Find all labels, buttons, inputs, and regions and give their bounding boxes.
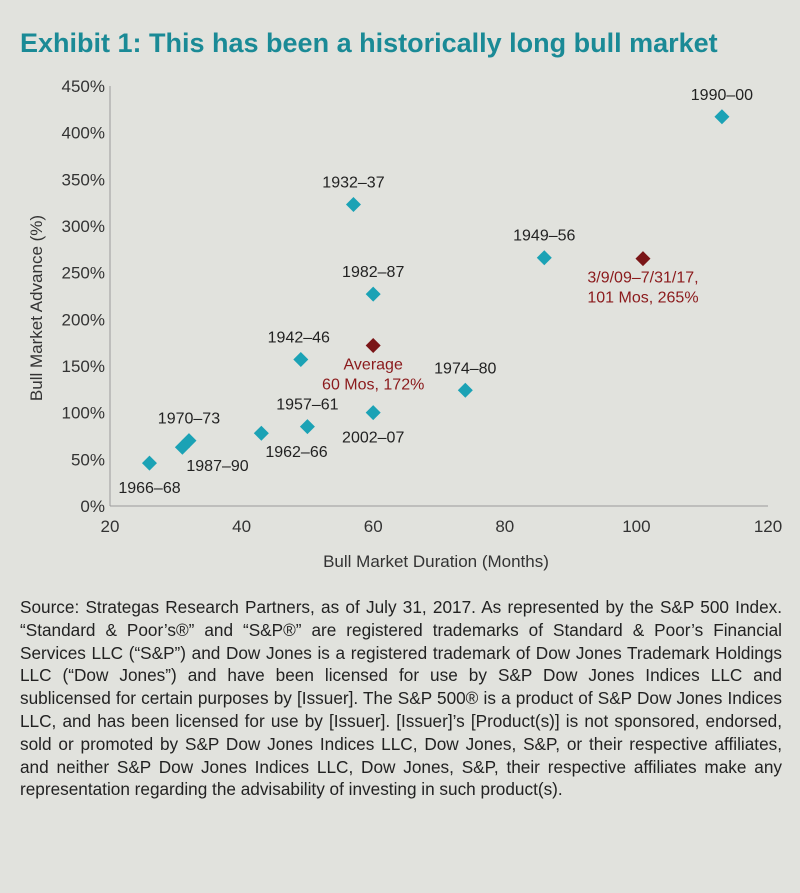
- data-point: [293, 351, 309, 367]
- y-tick-label: 200%: [62, 310, 105, 329]
- y-tick-label: 350%: [62, 170, 105, 189]
- y-tick-label: 450%: [62, 77, 105, 96]
- highlight-point: [635, 251, 651, 267]
- data-point-label: 1974–80: [434, 360, 496, 377]
- chart-marks: 1966–68 1987–90 1970–73 1962–66 1942–46 1957–…: [118, 87, 753, 497]
- x-tick-label: 60: [364, 517, 383, 536]
- source-note: Source: Strategas Research Partners, as …: [20, 596, 782, 801]
- scatter-chart: 0% 50% 100% 150% 200% 250% 300% 350% 400% 450% 20 4…: [27, 77, 783, 571]
- data-point: [365, 405, 381, 421]
- data-point: [457, 382, 473, 398]
- x-tick-label: 120: [754, 517, 782, 536]
- data-point-label: 1957–61: [276, 397, 338, 414]
- y-tick-label: 300%: [62, 217, 105, 236]
- x-tick-label: 80: [495, 517, 514, 536]
- data-point: [181, 433, 197, 449]
- data-point: [365, 286, 381, 302]
- data-point-label: 1990–00: [691, 87, 753, 104]
- data-point-label: 1942–46: [268, 329, 330, 346]
- data-point-label: 1962–66: [265, 444, 327, 461]
- data-point: [253, 425, 269, 441]
- data-point-label: 1987–90: [186, 458, 248, 475]
- data-point-label: 1949–56: [513, 228, 575, 245]
- data-point: [714, 109, 730, 125]
- x-tick-label: 40: [232, 517, 251, 536]
- data-point-label: 1966–68: [118, 480, 180, 497]
- chart-title: Exhibit 1: This has been a historically …: [20, 28, 718, 58]
- highlight-point: [365, 337, 381, 353]
- x-tick-label: 20: [101, 517, 120, 536]
- data-point: [299, 419, 315, 435]
- data-point-label: 1982–87: [342, 264, 404, 281]
- chart-axes: 0% 50% 100% 150% 200% 250% 300% 350% 400% 450% 20 4…: [62, 77, 783, 536]
- data-point: [536, 250, 552, 266]
- y-axis-label: Bull Market Advance (%): [27, 215, 46, 401]
- highlight-label: Average: [344, 356, 403, 373]
- highlight-label: 3/9/09–7/31/17,: [587, 270, 698, 287]
- y-tick-label: 400%: [62, 124, 105, 143]
- y-tick-label: 150%: [62, 357, 105, 376]
- data-point-label: 1970–73: [158, 411, 220, 428]
- source-note-text: Source: Strategas Research Partners, as …: [20, 597, 782, 800]
- data-point: [141, 455, 157, 471]
- highlight-label: 60 Mos, 172%: [322, 376, 424, 393]
- y-tick-label: 100%: [62, 404, 105, 423]
- y-tick-label: 50%: [71, 450, 105, 469]
- y-tick-label: 250%: [62, 264, 105, 283]
- x-tick-label: 100: [622, 517, 650, 536]
- data-point: [345, 197, 361, 213]
- data-point-label: 2002–07: [342, 430, 404, 447]
- highlight-label: 101 Mos, 265%: [587, 290, 698, 307]
- y-tick-label: 0%: [80, 497, 105, 516]
- data-point-label: 1932–37: [322, 175, 384, 192]
- x-axis-label: Bull Market Duration (Months): [323, 552, 549, 571]
